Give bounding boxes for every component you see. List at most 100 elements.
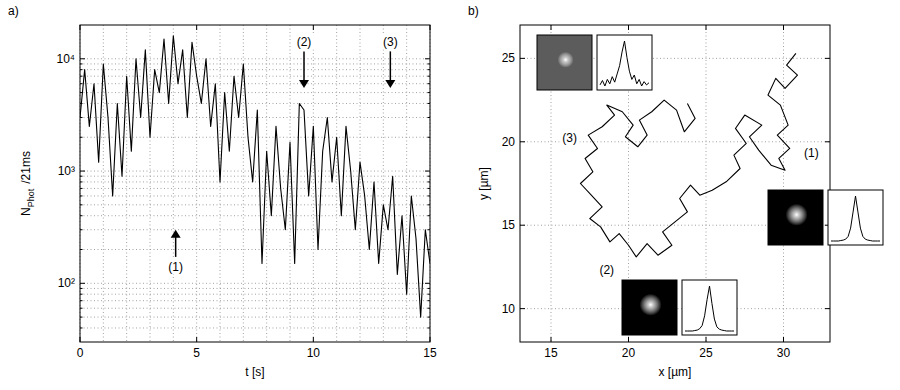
tick-minor [80,69,83,70]
tick-minor [80,215,83,216]
axis-title-main: N [19,207,33,216]
tick [313,25,314,30]
grid-line [80,171,430,172]
grid-line-minor [80,92,430,93]
ticks [80,25,430,342]
tick [783,337,784,342]
tick-label: 15 [502,218,516,232]
tick-minor [428,63,431,64]
inset-profile [600,41,649,86]
tick-minor [428,249,431,250]
panel: 1520253010152025x [µm]y [µm]b)(1)(2)(3) [468,4,883,379]
plot-area [80,25,430,342]
tick-minor [80,249,83,250]
tick-label: 0 [77,346,84,360]
grid-line-minor [80,294,430,295]
tick-minor [80,176,83,177]
grid-line-minor [80,327,430,328]
tick [520,58,525,59]
annotation-patch [597,262,617,277]
tick-minor [80,204,83,205]
tick-minor [80,229,83,230]
tick-label: 5 [193,346,200,360]
tick-minor [80,300,83,301]
axis-title-suffix: /21ms [19,151,33,184]
tick-minor [80,294,83,295]
tick-minor [80,63,83,64]
annotation: (1) [166,230,186,274]
grid-line-minor [80,215,430,216]
grid-line-minor [80,229,430,230]
tick [80,25,81,30]
annotation-label: (2) [297,35,312,49]
grid-line-minor [80,288,430,289]
inset [768,190,883,245]
tick-minor [428,308,431,309]
grid-line-minor [80,308,430,309]
tick-minor [428,229,431,230]
annotation-arrow [175,237,177,257]
tick-minor [80,83,83,84]
tick-minor [80,181,83,182]
tick-minor [428,195,431,196]
tick [551,25,552,30]
grid-line-minor [80,317,430,318]
tick [628,25,629,30]
axis-title: y [µm] [477,167,491,200]
inset-profile [685,286,734,331]
tick-label: 20 [622,346,636,360]
tick-label: 15 [544,346,558,360]
tick-minor [428,204,431,205]
tick-minor [428,69,431,70]
grid-line-minor [80,188,430,189]
tick-minor [428,215,431,216]
tick [706,337,707,342]
tick-minor [428,103,431,104]
annotation-patch [380,34,400,49]
frame [520,25,830,342]
tick [520,308,525,309]
inset-spot [558,52,574,68]
tick [825,141,830,142]
grid-line-minor [80,300,430,301]
grid-line-minor [80,176,430,177]
tick [80,283,85,284]
annotation-arrowhead [299,80,309,88]
tick-minor [80,317,83,318]
axis-title: x [µm] [659,365,692,379]
tick [313,337,314,342]
grid-line [783,25,784,342]
tick [551,337,552,342]
annotation-label: (1) [804,146,819,160]
annotation-patch [166,259,186,274]
inset-image [537,35,592,90]
tick-minor [428,188,431,189]
inset-image [768,190,823,245]
ticks [520,25,830,342]
inset-spot [786,204,808,226]
data-group [80,36,430,317]
panel-label: a) [8,4,19,18]
tick-label: 10³ [58,164,75,178]
tick-minor [80,76,83,77]
tick-label: 10² [58,276,75,290]
grid-line-minor [80,181,430,182]
tick [196,337,197,342]
tick-minor [428,117,431,118]
tick [80,171,85,172]
tick-minor [428,288,431,289]
tick-minor [80,288,83,289]
grid-line-minor [80,103,430,104]
data-line [80,36,430,317]
grid-line-minor [80,69,430,70]
tick-minor [428,92,431,93]
grid-line-minor [80,63,430,64]
annotation-label: (1) [168,260,183,274]
tick-minor [428,317,431,318]
annotation: (3) [560,130,580,145]
grid-line [80,283,430,284]
inset-spot [640,294,662,316]
tick-minor [428,137,431,138]
tick-label: 10⁴ [56,52,75,66]
axis-title-subscript: Phot [26,188,36,207]
